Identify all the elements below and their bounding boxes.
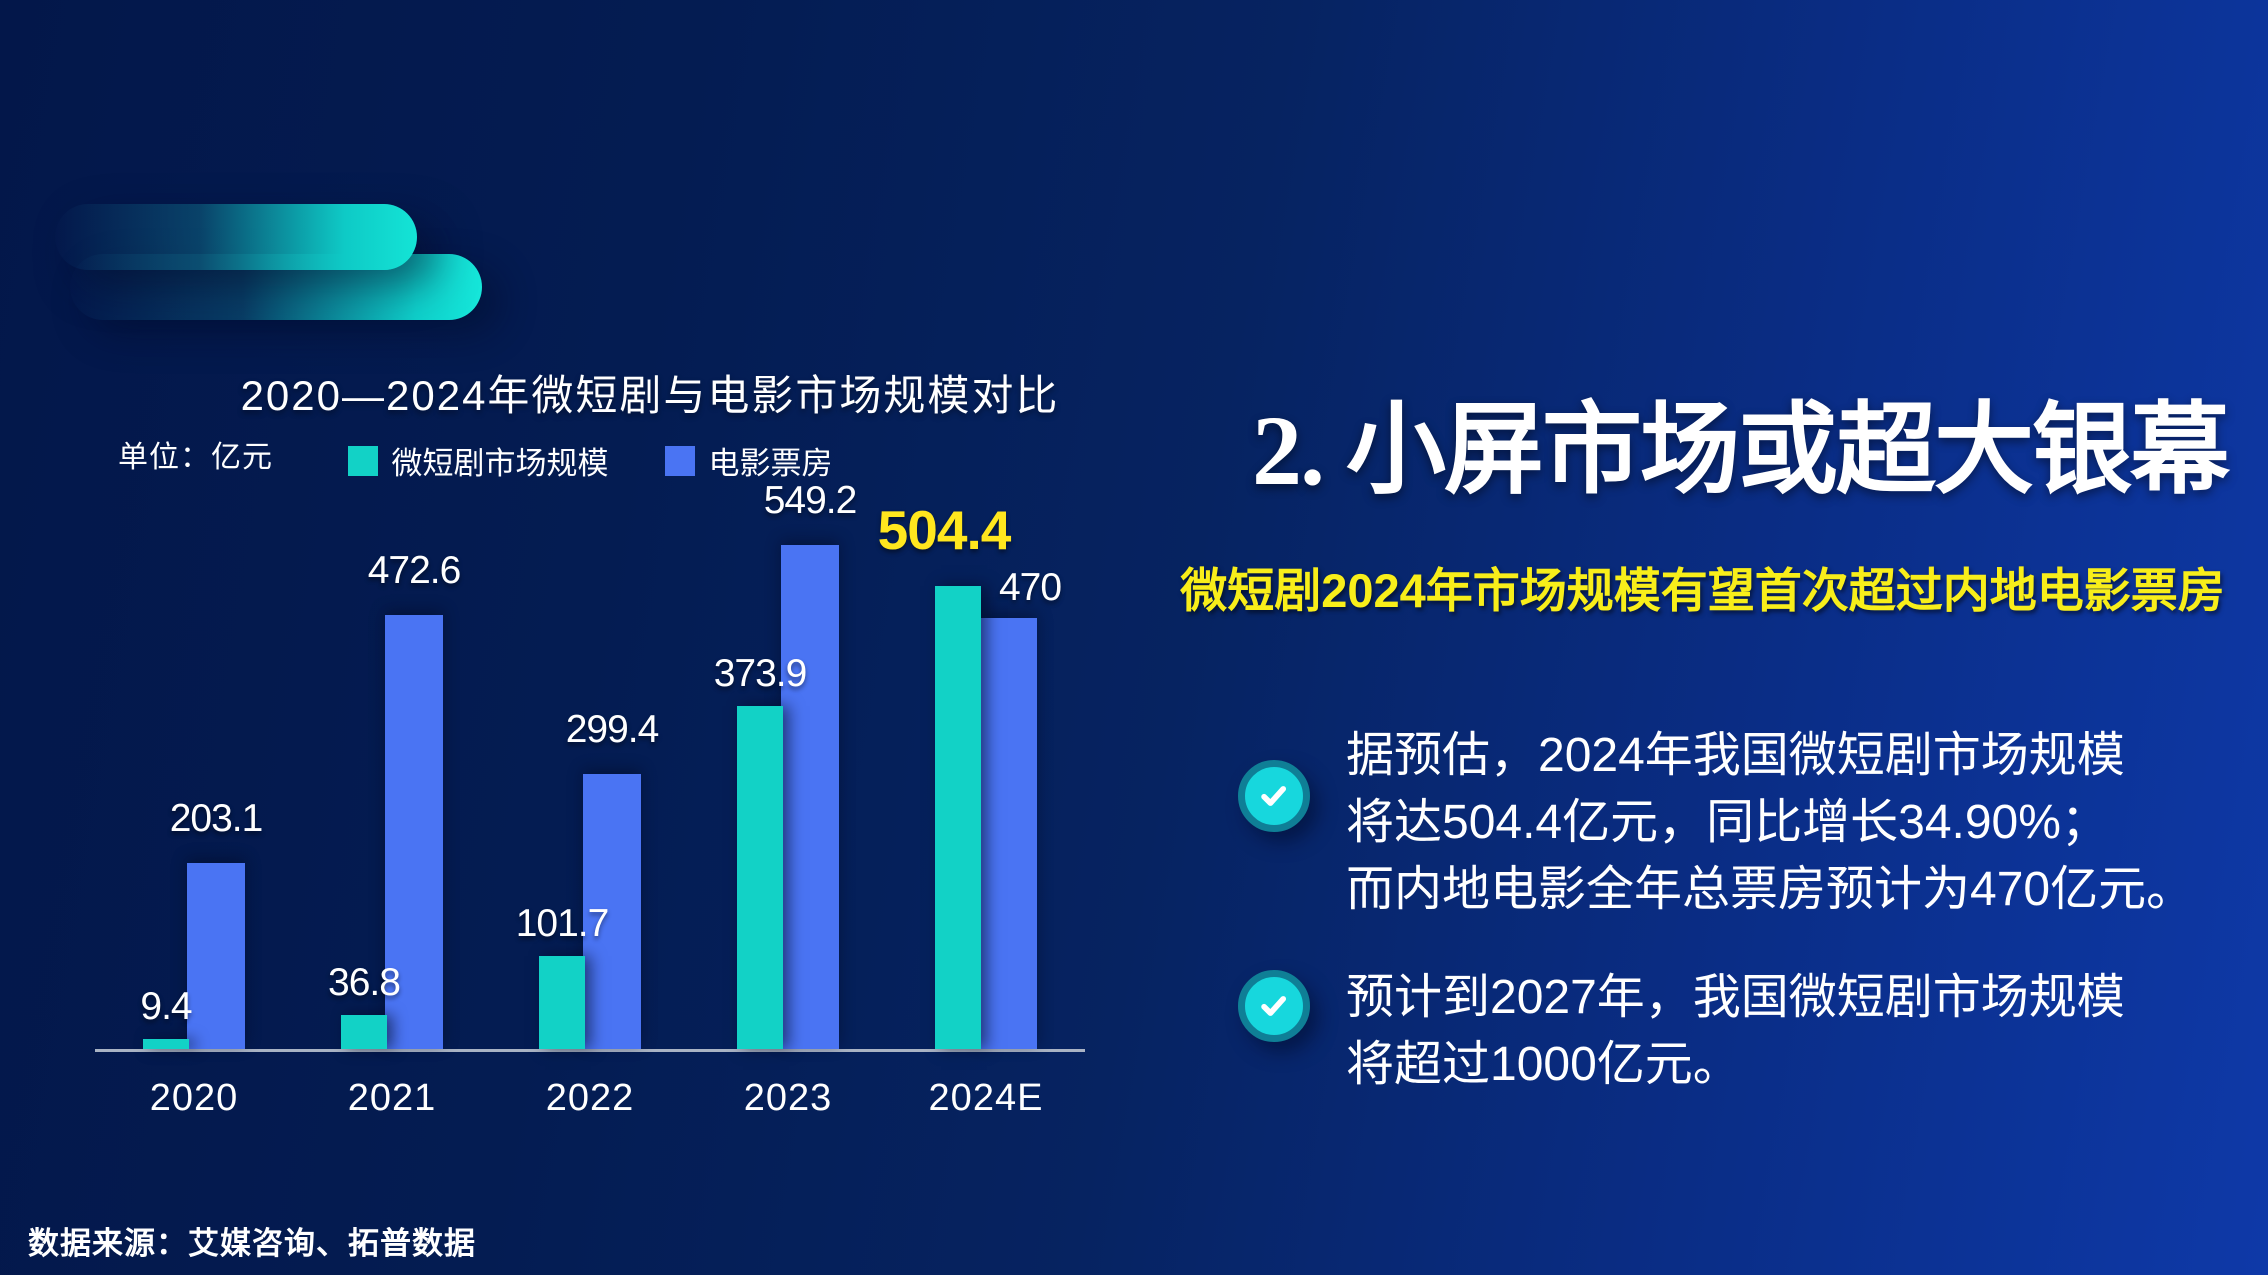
bar-series2-2020: 203.1 bbox=[170, 797, 263, 1049]
bar-value-label: 470 bbox=[998, 566, 1062, 609]
legend-item-series2: 电影票房 bbox=[664, 438, 833, 483]
bar-series1-2022: 101.7 bbox=[516, 902, 609, 1049]
legend-swatch-blue-icon bbox=[664, 445, 695, 476]
bar-value-label: 472.6 bbox=[367, 549, 462, 592]
bar-series2-2021: 472.6 bbox=[368, 549, 461, 1049]
data-source-note: 数据来源：艾媒咨询、拓普数据 bbox=[28, 1226, 476, 1261]
bar-group-2023: 373.9 549.2 2023 bbox=[689, 479, 887, 1119]
bar-value-label: 373.9 bbox=[713, 652, 808, 695]
bullet-line: 而内地电影全年总票房预计为470亿元。 bbox=[1346, 863, 2195, 916]
bar-series2-2022: 299.4 bbox=[566, 708, 659, 1049]
bullet-line: 将达504.4亿元，同比增长34.90%； bbox=[1346, 796, 2109, 849]
bar-series1-2023: 373.9 bbox=[714, 652, 807, 1049]
bar-group-2024E: 504.4 470 2024E bbox=[878, 499, 1085, 1119]
bar-series2-2023: 549.2 bbox=[764, 479, 857, 1049]
legend-label-series1: 微短剧市场规模 bbox=[391, 446, 609, 481]
chart-plot: 9.4 203.1 2020 36.8 472.6 2021 101.7 299.4 2022 3… bbox=[95, 479, 1085, 1119]
bar-group-2020: 9.4 203.1 2020 bbox=[95, 545, 293, 1119]
x-axis-label-2024E: 2024E bbox=[928, 1077, 1044, 1119]
section-heading: 2. 小屏市场或超大银幕 bbox=[1252, 395, 2230, 506]
chart-unit-label: 单位：亿元 bbox=[118, 441, 273, 474]
decor-pill-front bbox=[55, 204, 417, 270]
x-axis-label-2022: 2022 bbox=[545, 1077, 635, 1119]
bullet-text: 据预估，2024年我国微短剧市场规模 将达504.4亿元，同比增长34.90%；… bbox=[1346, 722, 2194, 923]
bullet-item: 预计到2027年，我国微短剧市场规模 将超过1000亿元。 bbox=[1238, 964, 2258, 1098]
bar-group-2021: 36.8 472.6 2021 bbox=[293, 545, 491, 1119]
bullet-item: 据预估，2024年我国微短剧市场规模 将达504.4亿元，同比增长34.90%；… bbox=[1238, 722, 2258, 923]
bar-value-label: 203.1 bbox=[169, 797, 264, 840]
section-subheading: 微短剧2024年市场规模有望首次超过内地电影票房 bbox=[1180, 564, 2225, 617]
chart-legend: 微短剧市场规模 电影票房 bbox=[95, 438, 1085, 483]
bar-value-label: 101.7 bbox=[515, 902, 610, 945]
bar-group-2022: 101.7 299.4 2022 bbox=[491, 545, 689, 1119]
x-axis-label-2023: 2023 bbox=[743, 1077, 833, 1119]
chart-title: 2020—2024年微短剧与电影市场规模对比 bbox=[240, 372, 1060, 419]
bar-value-label: 36.8 bbox=[328, 961, 401, 1004]
bar-series2-2024E: 470 bbox=[979, 566, 1062, 1049]
bar-series1-2021: 36.8 bbox=[328, 961, 401, 1049]
bullet-text: 预计到2027年，我国微短剧市场规模 将超过1000亿元。 bbox=[1346, 964, 2125, 1098]
bar-value-label: 9.4 bbox=[140, 985, 192, 1028]
bar-value-label: 504.4 bbox=[877, 499, 1012, 561]
bullet-line: 据预估，2024年我国微短剧市场规模 bbox=[1346, 729, 2125, 782]
bar-value-label: 299.4 bbox=[565, 708, 660, 751]
bar-series1-2020: 9.4 bbox=[140, 985, 193, 1049]
bar-series1-2024E: 504.4 bbox=[878, 499, 1011, 1049]
x-axis-label-2021: 2021 bbox=[347, 1077, 437, 1119]
bullet-line: 预计到2027年，我国微短剧市场规模 bbox=[1346, 971, 2125, 1024]
legend-item-series1: 微短剧市场规模 bbox=[347, 438, 609, 483]
legend-label-series2: 电影票房 bbox=[708, 446, 833, 481]
legend-swatch-teal-icon bbox=[347, 445, 378, 476]
x-axis-label-2020: 2020 bbox=[149, 1077, 239, 1119]
bar-value-label: 549.2 bbox=[763, 479, 858, 522]
check-icon bbox=[1238, 760, 1310, 832]
bullet-line: 将超过1000亿元。 bbox=[1346, 1038, 1741, 1091]
check-icon bbox=[1238, 970, 1310, 1042]
